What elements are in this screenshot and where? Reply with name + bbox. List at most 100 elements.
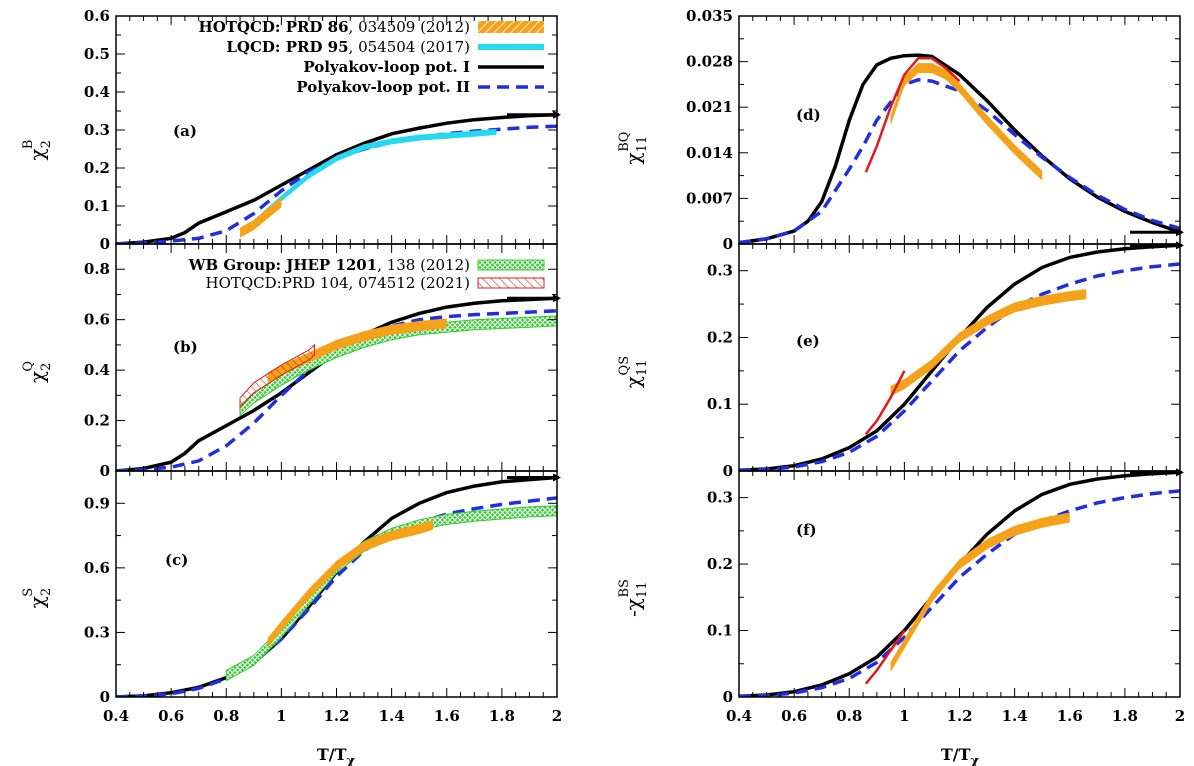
x-tick-label: 1: [276, 707, 286, 725]
x-tick-label: 1.2: [323, 707, 349, 725]
x-tick-label: 1.8: [1112, 707, 1138, 725]
panel-tag: (f): [796, 521, 817, 539]
y-tick-label: 0.6: [84, 559, 110, 577]
y-tick-label: 0.8: [84, 260, 110, 278]
panel-frame: [738, 470, 1181, 698]
y-tick-label: 0.035: [686, 7, 733, 25]
series-line-red: [864, 370, 906, 436]
y-axis-label: χ11BQ: [617, 132, 650, 165]
x-tick-label: 0.8: [213, 707, 239, 725]
y-tick-label: 0.2: [707, 328, 733, 346]
y-axis-label: χ2B: [21, 140, 54, 161]
panel-f: 0.4 0.6 0.8 1 1.2 1.4 1.6 1.8 2 0 0.1 0.2 0.3 (f) -χ11…: [617, 468, 1185, 725]
legend-label: Polyakov-loop pot. I: [303, 58, 470, 76]
series-hatch-red: [239, 343, 315, 410]
y-tick-label: 0.014: [686, 144, 733, 162]
y-tick-label: 0: [723, 235, 733, 253]
y-tick-label: 0.3: [84, 623, 110, 641]
y-tick-label: 0.3: [707, 489, 733, 507]
panel-tag: (d): [796, 106, 821, 124]
x-tick-label: 1: [899, 707, 909, 725]
series-dashed-blue: [116, 496, 557, 697]
x-tick-label: 0.8: [836, 707, 862, 725]
x-tick-label: 2: [552, 707, 562, 725]
y-tick-label: 0: [100, 688, 110, 706]
series-group: [739, 53, 1180, 244]
ticks: 0 0.1 0.2 0.3 0.4 0.5 0.6: [84, 7, 558, 253]
y-tick-label: 0.6: [84, 7, 110, 25]
y-tick-label: 0.1: [84, 197, 110, 215]
series-line-red: [864, 629, 906, 685]
panel-tag: (b): [173, 338, 198, 356]
x-tick-label: 2: [1175, 707, 1185, 725]
series-group: [739, 471, 1180, 697]
legend-label: Polyakov-loop pot. II: [296, 78, 470, 96]
y-tick-label: 0: [100, 462, 110, 480]
series-band-orange: [267, 318, 447, 383]
x-axis-label: T/Tχ: [317, 745, 356, 766]
panel-c: 0.4 0.6 0.8 1 1.2 1.4 1.6 1.8 2 0 0.3 0.6 0.9 (c) χ2S: [21, 470, 562, 725]
series-dashed-blue: [116, 309, 557, 471]
x-tick-label: 1.4: [1002, 707, 1028, 725]
legend-mid: WB Group: JHEP 1201, 138 (2012)HOTQCD:PR…: [188, 256, 545, 292]
y-tick-label: 0.2: [84, 159, 110, 177]
y-axis-label: χ2Q: [21, 361, 54, 383]
x-tick-label: 0.6: [781, 707, 807, 725]
y-tick-label: 0.2: [84, 412, 110, 430]
panel-frame: [738, 243, 1181, 472]
series-dashed-blue: [739, 78, 1180, 244]
x-tick-label: 0.6: [158, 707, 184, 725]
ticks: 0 0.1 0.2 0.3: [707, 244, 1181, 480]
y-tick-label: 0.3: [84, 121, 110, 139]
y-axis-label: χ2S: [21, 588, 54, 608]
series-solid-black: [116, 113, 557, 244]
y-tick-label: 0.4: [84, 361, 110, 379]
panel-tag: (a): [173, 122, 197, 140]
legend-label: WB Group: JHEP 1201, 138 (2012): [188, 256, 470, 274]
series-dashed-blue: [116, 124, 557, 244]
x-tick-label: 1.6: [434, 707, 460, 725]
y-tick-label: 0.6: [84, 311, 110, 329]
legend-swatch: [478, 21, 544, 33]
panel-frame: [738, 15, 1181, 245]
series-dashed-blue: [739, 262, 1180, 471]
series-band-orange: [890, 289, 1087, 396]
ticks: 0.4 0.6 0.8 1 1.2 1.4 1.6 1.8 2 0 0.1 0.2 0.3: [707, 471, 1185, 725]
x-axis-label: T/Tχ: [941, 745, 980, 766]
y-tick-label: 0.5: [84, 45, 110, 63]
y-tick-label: 0.1: [707, 395, 733, 413]
x-tick-label: 0.4: [103, 707, 129, 725]
panel-e: 0 0.1 0.2 0.3 (e) χ11QS: [617, 241, 1184, 480]
ticks: 0 0.2 0.4 0.6 0.8: [84, 244, 558, 480]
panel-a: 0 0.1 0.2 0.3 0.4 0.5 0.6 (a) χ2B: [21, 7, 561, 253]
y-tick-label: 0: [100, 235, 110, 253]
panel-b: 0 0.2 0.4 0.6 0.8 (b) χ2Q: [21, 243, 561, 480]
ticks: 0 0.007 0.014 0.021 0.028 0.035: [686, 7, 1181, 253]
y-tick-label: 0.3: [707, 262, 733, 280]
y-tick-label: 0: [723, 688, 733, 706]
series-group: [116, 113, 557, 244]
y-tick-label: 0.021: [686, 98, 733, 116]
series-group: [739, 244, 1180, 471]
panel-tag: (e): [796, 332, 820, 350]
y-tick-label: 0.9: [84, 494, 110, 512]
y-tick-label: 0.4: [84, 83, 110, 101]
x-tick-label: 1.4: [379, 707, 405, 725]
panels: 0 0.1 0.2 0.3 0.4 0.5 0.6 (a) χ2B 0 0.2 0.4 0.6 0.8 (b…: [21, 7, 1185, 725]
series-solid-black: [739, 471, 1180, 697]
panel-d: 0 0.007 0.014 0.021 0.028 0.035 (d) χ11BQ: [617, 7, 1184, 253]
y-tick-label: 0.2: [707, 555, 733, 573]
legend-label: LQCD: PRD 95, 054504 (2017): [226, 38, 470, 56]
x-axis-labels: T/Tχ T/Tχ: [317, 745, 980, 766]
x-tick-label: 1.6: [1057, 707, 1083, 725]
x-tick-label: 1.8: [489, 707, 515, 725]
series-group: [116, 475, 557, 697]
y-axis-label: -χ11BS: [617, 579, 650, 617]
series-band-orange: [240, 197, 282, 238]
series-band-orange: [267, 519, 433, 649]
series-band-cyan: [240, 128, 497, 236]
series-band-orange: [890, 512, 1070, 673]
y-tick-label: 0.028: [686, 53, 733, 71]
legend-label: HOTQCD:PRD 104, 074512 (2021): [206, 274, 471, 292]
